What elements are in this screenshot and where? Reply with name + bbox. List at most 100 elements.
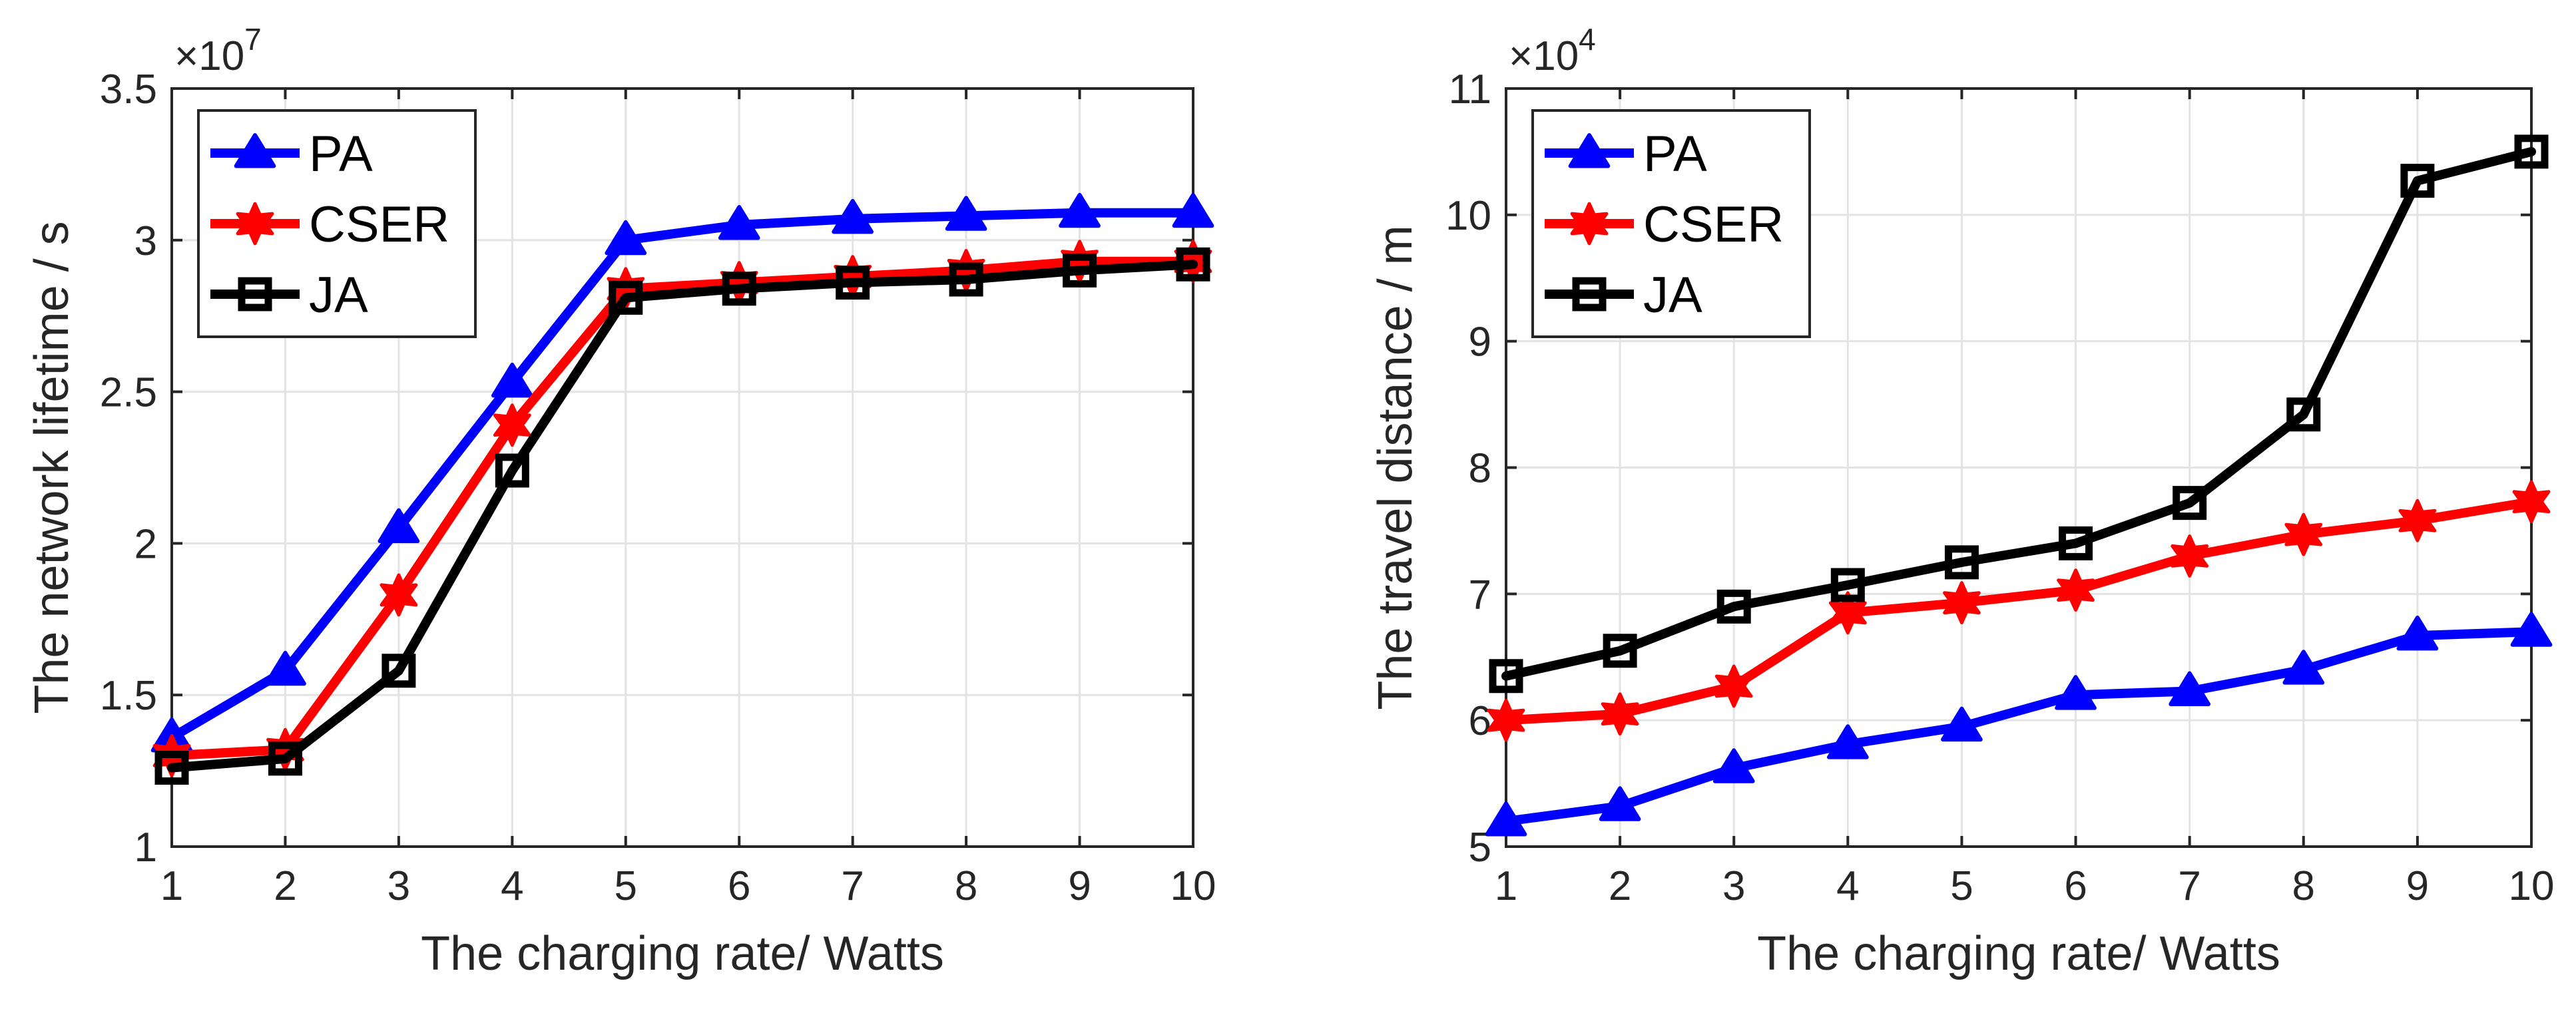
- y-tick-label: 9: [1469, 319, 1491, 365]
- x-tick-label: 10: [1170, 863, 1216, 909]
- data-point-cser: [1943, 581, 1981, 624]
- data-point-pa: [264, 650, 306, 686]
- data-point-ja: [1944, 545, 1979, 580]
- legend: PA CSER JA: [1531, 109, 1811, 338]
- data-point-ja: [2059, 526, 2093, 560]
- x-tick-label: 5: [615, 863, 637, 909]
- x-tick-label: 6: [728, 863, 750, 909]
- y-axis-multiplier: ×104: [1509, 22, 1596, 79]
- data-point-pa: [832, 198, 874, 234]
- y-tick-label: 1: [134, 825, 157, 871]
- series-line-cser: [167, 256, 1198, 761]
- y-tick-label: 6: [1469, 698, 1491, 744]
- x-tick-label: 10: [2509, 863, 2555, 909]
- legend-marker-pa: [1568, 133, 1611, 168]
- y-tick-label: 11: [1449, 67, 1491, 112]
- legend-label-pa: PA: [1643, 126, 1707, 182]
- x-tick-label: 2: [1609, 863, 1631, 909]
- y-axis-label: The network lifetime / s: [25, 221, 79, 713]
- data-point-ja: [1603, 634, 1637, 668]
- x-tick-label: 4: [501, 863, 523, 909]
- data-point-ja: [2514, 134, 2549, 169]
- data-point-ja: [382, 654, 416, 688]
- series-line-pa: [1501, 627, 2536, 826]
- y-tick-label: 8: [1469, 446, 1491, 492]
- data-point-ja: [495, 453, 529, 488]
- data-point-pa: [718, 205, 760, 240]
- legend-marker-ja: [238, 277, 272, 311]
- legend: PA CSER JA: [197, 109, 477, 338]
- multiplier-exponent: 4: [1579, 22, 1596, 57]
- tick-marks: [170, 87, 1194, 848]
- x-tick-label: 8: [955, 863, 977, 909]
- multiplier-base: ×10: [1509, 33, 1579, 79]
- legend-label-pa: PA: [309, 126, 373, 182]
- legend-marker-cser: [1570, 202, 1609, 246]
- axes-box: [170, 87, 1194, 848]
- y-tick-label: 3: [134, 218, 157, 264]
- data-point-pa: [1599, 786, 1641, 821]
- data-point-cser: [2171, 534, 2209, 578]
- legend-label-ja: JA: [1643, 267, 1702, 323]
- data-point-pa: [491, 362, 533, 398]
- data-point-pa: [1172, 192, 1214, 228]
- y-tick-label: 2.5: [100, 370, 157, 416]
- x-tick-label: 3: [1722, 863, 1745, 909]
- multiplier-base: ×10: [174, 33, 244, 79]
- x-tick-label: 9: [1068, 863, 1091, 909]
- data-point-pa: [1941, 706, 1983, 742]
- data-point-pa: [2396, 615, 2439, 651]
- y-tick-label: 10: [1445, 193, 1491, 239]
- data-point-ja: [2173, 486, 2207, 520]
- data-point-cser: [1828, 591, 1867, 635]
- series-line-ja: [167, 260, 1198, 773]
- data-point-ja: [836, 266, 870, 300]
- data-point-ja: [1176, 247, 1210, 282]
- x-tick-label: 3: [387, 863, 410, 909]
- data-point-pa: [945, 196, 987, 231]
- multiplier-exponent: 7: [244, 22, 262, 57]
- data-point-pa: [2282, 650, 2325, 685]
- y-axis-label: The travel distance / m: [1369, 225, 1422, 710]
- data-point-pa: [1712, 748, 1755, 783]
- data-point-pa: [2510, 612, 2553, 647]
- x-tick-label: 9: [2406, 863, 2429, 909]
- x-tick-label: 4: [1836, 863, 1859, 909]
- data-point-pa: [1485, 801, 1527, 837]
- series-line-ja: [1501, 146, 2536, 681]
- data-point-ja: [1716, 589, 1751, 624]
- data-point-pa: [1826, 724, 1869, 759]
- data-point-cser: [1714, 664, 1753, 708]
- data-point-cser: [2057, 568, 2095, 612]
- legend-label-cser: CSER: [1643, 196, 1784, 253]
- x-tick-label: 6: [2064, 863, 2087, 909]
- y-tick-label: 3.5: [100, 67, 157, 112]
- data-point-cser: [2284, 512, 2323, 556]
- y-tick-label: 2: [134, 521, 157, 567]
- legend-label-cser: CSER: [309, 196, 449, 253]
- data-point-ja: [609, 280, 643, 315]
- data-point-cser: [493, 403, 531, 447]
- data-point-pa: [378, 508, 420, 544]
- data-point-ja: [268, 741, 302, 776]
- data-point-cser: [2398, 499, 2437, 542]
- series-group: [150, 192, 1214, 785]
- x-tick-label: 5: [1950, 863, 1973, 909]
- data-point-ja: [2400, 164, 2435, 198]
- x-axis-label: The charging rate/ Watts: [421, 927, 944, 980]
- data-point-cser: [1601, 692, 1639, 736]
- x-tick-label: 7: [841, 863, 864, 909]
- data-point-ja: [1063, 253, 1097, 288]
- y-tick-label: 7: [1469, 572, 1491, 618]
- legend-label-ja: JA: [309, 267, 368, 323]
- legend-marker-pa: [234, 133, 276, 168]
- data-point-pa: [1059, 192, 1101, 228]
- x-tick-label: 8: [2292, 863, 2315, 909]
- data-point-cser: [1487, 698, 1525, 742]
- x-tick-label: 2: [274, 863, 296, 909]
- data-point-pa: [2169, 671, 2211, 706]
- data-point-cser: [380, 573, 418, 617]
